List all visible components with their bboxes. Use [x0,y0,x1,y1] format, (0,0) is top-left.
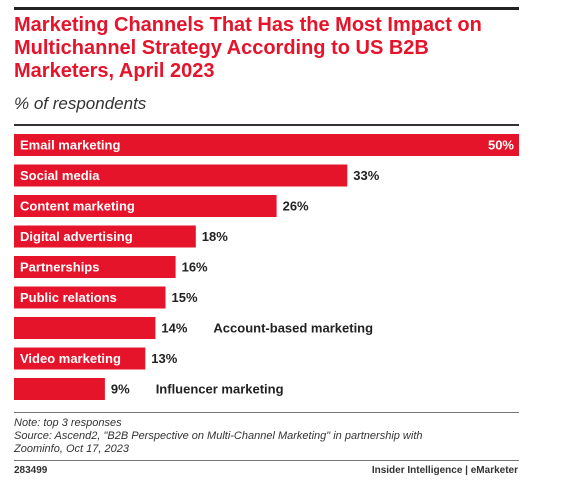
brand-credit: Insider Intelligence | eMarketer [371,465,518,476]
value-label: 14% [161,321,187,336]
category-label: Digital advertising [20,229,133,244]
chart-notes: Note: top 3 responses Source: Ascend2, "… [14,417,534,456]
value-label: 26% [283,199,309,214]
category-label: Video marketing [20,351,121,366]
value-label: 9% [111,382,130,397]
source-text-line1: Source: Ascend2, "B2B Perspective on Mul… [14,430,423,442]
value-label: 50% [488,138,514,153]
bar [14,378,105,400]
category-label: Influencer marketing [156,382,284,397]
category-label: Public relations [20,290,117,305]
note-text: Note: top 3 responses [14,417,122,429]
bar [14,164,348,187]
bar [14,286,166,309]
value-label: 18% [202,229,228,244]
source-text-line2: Zoominfo, Oct 17, 2023 [14,443,129,455]
bar [14,256,176,278]
category-label: Email marketing [20,138,120,153]
value-label: 33% [353,168,379,183]
chart-subtitle: % of respondents [14,94,147,113]
category-label: Social media [20,168,100,183]
chart-id: 283499 [14,465,48,476]
bar [14,195,277,217]
footer-rule [14,412,519,413]
value-label: 13% [151,351,177,366]
bar [14,134,519,156]
category-label: Account-based marketing [213,321,373,336]
chart-title: Marketing Channels That Has the Most Imp… [14,14,482,82]
value-label: 15% [172,290,198,305]
category-label: Partnerships [20,260,99,275]
bottom-rule [14,460,519,461]
bar [14,347,146,370]
value-label: 16% [182,260,208,275]
header-rule [14,124,519,126]
top-rule [14,7,519,10]
bar [14,225,196,248]
bar [14,317,156,339]
category-label: Content marketing [20,199,135,214]
